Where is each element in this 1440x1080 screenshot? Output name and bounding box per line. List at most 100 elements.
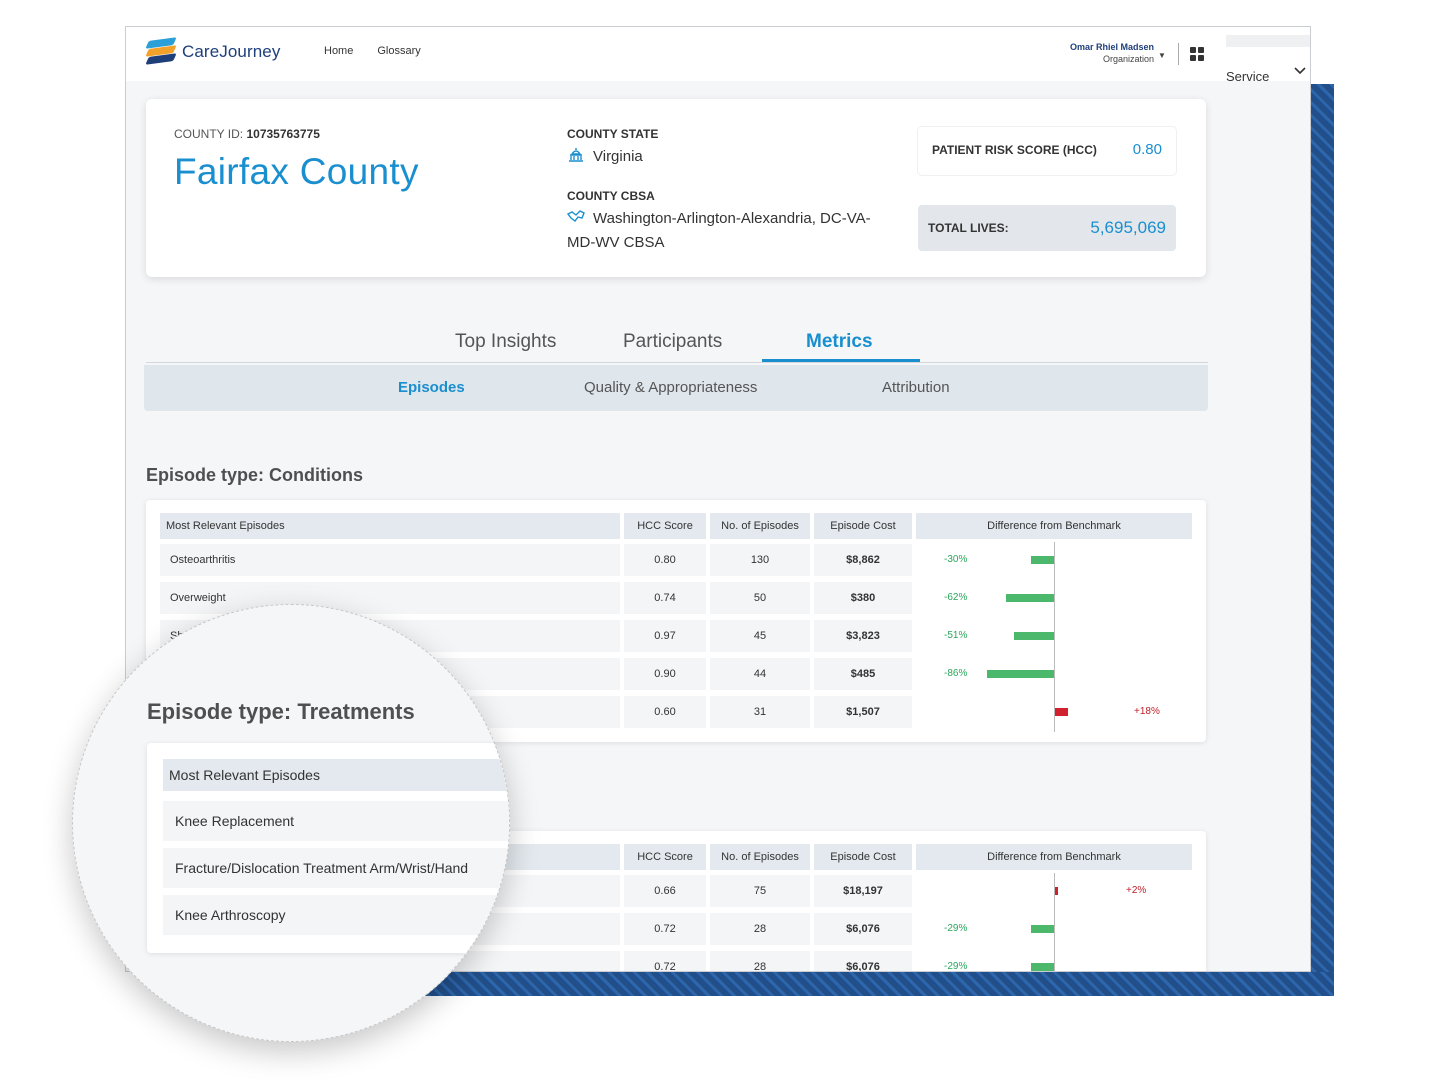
county-state-label: COUNTY STATE	[567, 127, 659, 141]
main-tabs: Top Insights Participants Metrics	[146, 325, 1208, 365]
total-lives-value: 5,695,069	[1090, 218, 1166, 237]
nav-home[interactable]: Home	[324, 45, 354, 57]
divider	[1178, 43, 1179, 65]
tab-metrics[interactable]: Metrics	[806, 331, 873, 352]
county-id: COUNTY ID: 10735763775	[174, 127, 320, 141]
benchmark-label: -29%	[944, 961, 968, 972]
nav-glossary[interactable]: Glossary	[377, 45, 421, 57]
tab-participants[interactable]: Participants	[623, 331, 723, 352]
column-header[interactable]: Difference from Benchmark	[916, 844, 1192, 870]
risk-score-box: PATIENT RISK SCORE (HCC) 0.80	[918, 127, 1176, 175]
table-cell: 0.74	[624, 582, 706, 614]
column-header-episodes[interactable]: Most Relevant Episodes	[163, 759, 509, 791]
table-cell: 31	[710, 696, 810, 728]
benchmark-label: +18%	[1134, 706, 1160, 717]
table-cell: 0.90	[624, 658, 706, 690]
table-cell: 28	[710, 913, 810, 945]
benchmark-bar	[986, 670, 1054, 678]
decorative-backdrop-bottom	[410, 972, 1334, 996]
tab-top-insights[interactable]: Top Insights	[455, 331, 557, 352]
sub-tabs: Episodes Quality & Appropriateness Attri…	[144, 365, 1208, 411]
table-cell: 50	[710, 582, 810, 614]
subtab-quality[interactable]: Quality & Appropriateness	[584, 379, 758, 396]
table-cell: $8,862	[814, 544, 912, 576]
top-bar: CareJourney Home Glossary Omar Rhiel Mad…	[126, 27, 1310, 84]
table-cell: 0.72	[624, 951, 706, 971]
column-header[interactable]: No. of Episodes	[710, 844, 810, 870]
service-label: Service	[1226, 69, 1270, 84]
list-item[interactable]: Knee Arthroscopy	[163, 895, 509, 935]
logo-text: CareJourney	[182, 42, 281, 61]
tabs-divider	[146, 362, 1208, 363]
benchmark-bar	[1031, 925, 1054, 933]
active-tab-indicator	[762, 359, 920, 362]
table-cell: 0.66	[624, 875, 706, 907]
subtab-episodes[interactable]: Episodes	[398, 379, 465, 396]
benchmark-bar	[1054, 887, 1058, 895]
county-card: COUNTY ID: 10735763775 Fairfax County CO…	[146, 99, 1206, 277]
table-cell: 0.60	[624, 696, 706, 728]
table-cell: 0.97	[624, 620, 706, 652]
conditions-title: Episode type: Conditions	[146, 465, 364, 485]
treatments-title: Episode type: Treatments	[147, 699, 415, 724]
benchmark-label: -51%	[944, 630, 968, 641]
county-state-value: Virginia	[567, 145, 643, 169]
benchmark-bar	[1005, 594, 1054, 602]
benchmark-label: -29%	[944, 923, 968, 934]
column-header[interactable]: HCC Score	[624, 844, 706, 870]
caret-down-icon[interactable]: ▼	[1158, 51, 1166, 60]
cbsa-text-line1: Washington-Arlington-Alexandria, DC-VA-	[593, 210, 871, 227]
column-header[interactable]: Difference from Benchmark	[916, 513, 1192, 539]
main-nav: Home Glossary	[324, 45, 421, 57]
user-org: Organization	[1102, 54, 1154, 64]
risk-score-value: 0.80	[1132, 141, 1162, 158]
subtab-attribution[interactable]: Attribution	[882, 379, 950, 396]
table-cell: $380	[814, 582, 912, 614]
logo-icon	[145, 37, 177, 65]
table-cell: 75	[710, 875, 810, 907]
benchmark-bar	[1054, 708, 1069, 716]
table-cell: 44	[710, 658, 810, 690]
benchmark-label: -86%	[944, 668, 968, 679]
total-lives-label: TOTAL LIVES:	[928, 221, 1009, 235]
app-window: CareJourney Home Glossary Omar Rhiel Mad…	[125, 26, 1311, 972]
logo[interactable]: CareJourney	[145, 37, 281, 65]
chevron-down-icon	[1294, 67, 1306, 75]
user-name: Omar Rhiel Madsen	[1069, 42, 1154, 52]
benchmark-label: -30%	[944, 554, 968, 565]
table-cell: 0.80	[624, 544, 706, 576]
column-header[interactable]: HCC Score	[624, 513, 706, 539]
service-select[interactable]: Service	[1226, 35, 1310, 84]
capitol-icon	[569, 148, 583, 162]
magnifier-lens: Episode type: Treatments Most Relevant E…	[72, 604, 510, 1042]
table-cell: $6,076	[814, 913, 912, 945]
apps-grid-icon[interactable]	[1190, 47, 1204, 61]
column-header[interactable]: Episode Cost	[814, 513, 912, 539]
county-cbsa-label: COUNTY CBSA	[567, 189, 655, 203]
benchmark-axis	[1054, 542, 1055, 732]
table-row-name[interactable]: Overweight	[160, 582, 620, 614]
county-id-label: COUNTY ID:	[174, 127, 244, 141]
table-cell: $3,823	[814, 620, 912, 652]
benchmark-bar	[1031, 963, 1054, 971]
table-cell: 28	[710, 951, 810, 971]
treatments-zoom-card: Most Relevant Episodes Knee Replacement …	[147, 743, 509, 953]
user-menu[interactable]: Omar Rhiel Madsen Organization	[1064, 42, 1154, 64]
benchmark-label: -62%	[944, 592, 968, 603]
benchmark-label: +2%	[1126, 885, 1147, 896]
table-cell: $1,507	[814, 696, 912, 728]
benchmark-axis	[1054, 873, 1055, 971]
column-header[interactable]: Episode Cost	[814, 844, 912, 870]
list-item[interactable]: Fracture/Dislocation Treatment Arm/Wrist…	[163, 848, 509, 888]
state-text: Virginia	[593, 148, 643, 165]
column-header[interactable]: No. of Episodes	[710, 513, 810, 539]
benchmark-bar	[1014, 632, 1054, 640]
table-row-name[interactable]: Osteoarthritis	[160, 544, 620, 576]
table-cell: 0.72	[624, 913, 706, 945]
column-header[interactable]: Most Relevant Episodes	[160, 513, 620, 539]
table-cell: $485	[814, 658, 912, 690]
benchmark-bar	[1030, 556, 1054, 564]
page-title: Fairfax County	[174, 151, 419, 192]
list-item[interactable]: Knee Replacement	[163, 801, 509, 841]
conditions-table: Most Relevant Episodes HCC Score No. of Ep…	[146, 500, 1206, 742]
